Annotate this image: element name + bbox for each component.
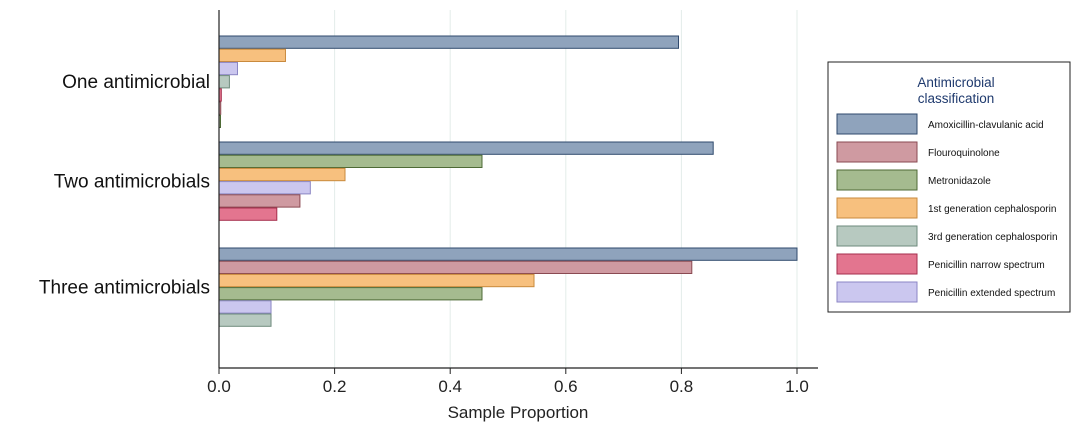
legend-title-line1: Antimicrobial <box>917 75 994 90</box>
bar <box>218 287 483 301</box>
bar <box>218 141 714 155</box>
bar <box>218 313 272 327</box>
legend: Antimicrobial classification Amoxicillin… <box>827 61 1071 313</box>
x-tick-label: 0.4 <box>438 377 462 396</box>
legend-swatch <box>836 281 918 303</box>
x-axis-title: Sample Proportion <box>448 403 589 422</box>
legend-label: Amoxicillin-clavulanic acid <box>928 120 1044 131</box>
bar <box>218 154 483 168</box>
legend-title-line2: classification <box>918 91 995 106</box>
x-tick-label: 0.6 <box>554 377 578 396</box>
bar <box>218 273 535 288</box>
bar <box>218 194 301 208</box>
x-tick-label: 0.8 <box>670 377 694 396</box>
x-tick-label: 0.0 <box>207 377 231 396</box>
bar <box>218 48 286 63</box>
legend-items: Amoxicillin-clavulanic acid Flouroquinolo… <box>836 113 1058 303</box>
gridlines <box>334 10 798 368</box>
bar <box>218 300 272 314</box>
legend-label: Flouroquinolone <box>928 148 1000 159</box>
bar <box>218 247 798 261</box>
bar <box>218 61 238 76</box>
legend-swatch <box>836 141 918 163</box>
legend-label: 1st generation cephalosporin <box>928 204 1056 215</box>
legend-label: Penicillin narrow spectrum <box>928 260 1045 271</box>
bars <box>218 35 798 327</box>
bar <box>218 35 680 49</box>
category-labels: One antimicrobial Two antimicrobials Three… <box>39 72 210 298</box>
legend-label: Metronidazole <box>928 176 991 187</box>
category-label: One antimicrobial <box>62 72 210 93</box>
x-tick-label: 1.0 <box>785 377 809 396</box>
x-axis-ticks: 0.0 0.2 0.4 0.6 0.8 1.0 <box>207 368 809 396</box>
legend-swatch <box>836 253 918 275</box>
legend-swatch <box>836 113 918 135</box>
legend-swatch <box>836 197 918 219</box>
category-label: Two antimicrobials <box>54 172 210 193</box>
bar <box>218 207 278 221</box>
legend-label: Penicillin extended spectrum <box>928 288 1055 299</box>
bar <box>218 75 230 89</box>
legend-swatch <box>836 225 918 247</box>
category-label: Three antimicrobials <box>39 278 210 299</box>
bar <box>218 181 311 195</box>
legend-swatch <box>836 169 918 191</box>
bar <box>218 167 346 182</box>
legend-label: 3rd generation cephalosporin <box>928 232 1058 243</box>
bar <box>218 260 693 275</box>
x-tick-label: 0.2 <box>323 377 347 396</box>
